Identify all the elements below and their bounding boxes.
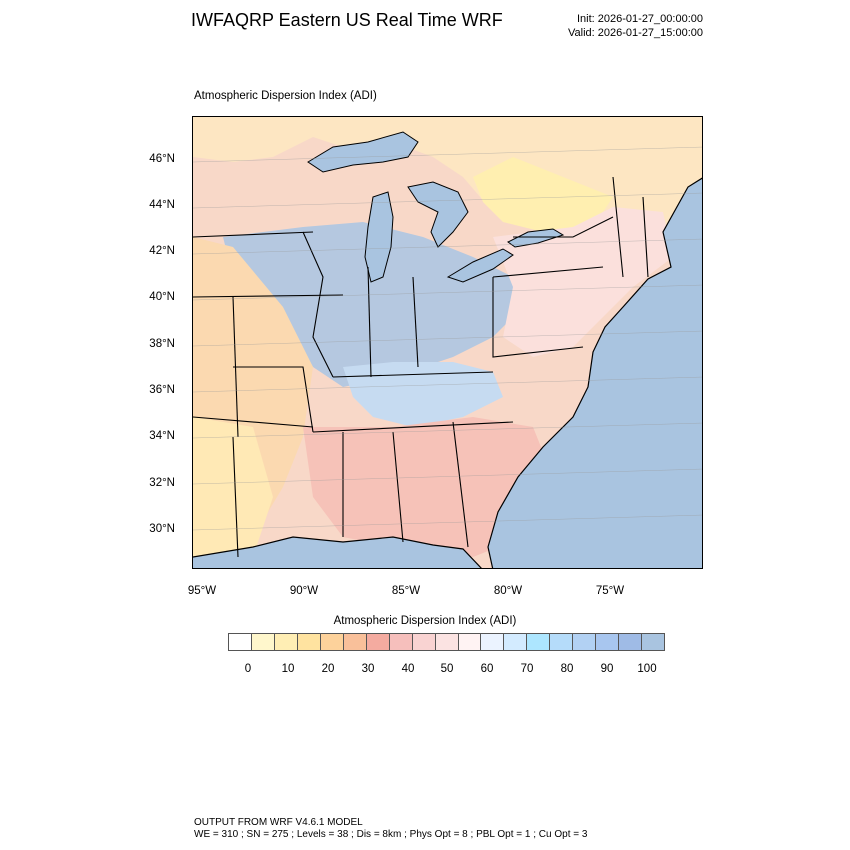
lat-label-32n: 32°N xyxy=(149,477,175,489)
lon-label-90w: 90°W xyxy=(289,585,319,597)
texas-region xyxy=(193,417,273,568)
init-time: Init: 2026-01-27_00:00:00 xyxy=(577,13,703,25)
colorbar-box-14 xyxy=(550,634,574,650)
colorbar-box-6 xyxy=(366,634,390,650)
colorbar-box-15 xyxy=(573,634,597,650)
kentucky-blue-band xyxy=(343,362,503,427)
lake-superior xyxy=(307,131,419,173)
lat-label-46n: 46°N xyxy=(149,153,175,165)
lat-label-36n: 36°N xyxy=(149,384,175,396)
plot-title: IWFAQRP Eastern US Real Time WRF xyxy=(191,10,503,30)
colorbar-title: Atmospheric Dispersion Index (ADI) xyxy=(333,615,517,627)
gulf-of-mexico xyxy=(193,537,482,568)
lat-label-34n: 34°N xyxy=(149,430,175,442)
lake-michigan xyxy=(364,191,394,283)
lat-label-30n: 30°N xyxy=(149,523,175,535)
southeast-region xyxy=(303,417,553,557)
lat-label-40n: 40°N xyxy=(149,291,175,303)
colorbar-box-16 xyxy=(596,634,620,650)
lat-label-42n: 42°N xyxy=(149,245,175,257)
colorbar-label-40: 40 xyxy=(401,663,415,675)
ontario-region xyxy=(473,157,613,232)
adi-map xyxy=(192,116,703,569)
latlon-grid xyxy=(193,146,702,531)
colorbar-box-7 xyxy=(389,634,413,650)
lat-label-44n: 44°N xyxy=(149,199,175,211)
colorbar-box-11 xyxy=(481,634,505,650)
colorbar-box-17 xyxy=(619,634,643,650)
map-subtitle: Atmospheric Dispersion Index (ADI) xyxy=(194,90,377,102)
colorbar-box-8 xyxy=(412,634,436,650)
colorbar-label-90: 90 xyxy=(600,663,614,675)
colorbar-box-13 xyxy=(527,634,551,650)
lon-label-85w: 85°W xyxy=(391,585,421,597)
colorbar-box-4 xyxy=(320,634,344,650)
lake-huron xyxy=(407,181,469,248)
colorbar-label-100: 100 xyxy=(637,663,657,675)
midwest-blue-band xyxy=(223,222,523,387)
colorbar-label-0: 0 xyxy=(244,663,252,675)
colorbar-box-3 xyxy=(297,634,321,650)
east-coastline xyxy=(487,177,702,568)
colorbar-box-2 xyxy=(274,634,298,650)
colorbar-box-9 xyxy=(435,634,459,650)
northeast-region xyxy=(493,207,673,357)
colorbar-box-5 xyxy=(343,634,367,650)
map-canvas xyxy=(193,117,702,568)
lake-erie xyxy=(446,248,514,283)
colorbar-box-10 xyxy=(458,634,482,650)
colorbar-label-30: 30 xyxy=(361,663,375,675)
lon-label-80w: 80°W xyxy=(493,585,523,597)
colorbar-label-20: 20 xyxy=(321,663,335,675)
colorbar-label-80: 80 xyxy=(560,663,574,675)
valid-time: Valid: 2026-01-27_15:00:00 xyxy=(568,27,703,39)
state-boundaries xyxy=(193,176,649,558)
colorbar-box-1 xyxy=(251,634,275,650)
colorbar-label-60: 60 xyxy=(480,663,494,675)
gulf-coastline xyxy=(193,536,482,568)
lake-ontario xyxy=(507,228,565,248)
colorbar xyxy=(228,633,665,651)
lat-label-38n: 38°N xyxy=(149,338,175,350)
colorbar-label-10: 10 xyxy=(281,663,295,675)
lon-label-95w: 95°W xyxy=(187,585,217,597)
colorbar-label-50: 50 xyxy=(440,663,454,675)
lon-label-75w: 75°W xyxy=(595,585,625,597)
colorbar-box-0 xyxy=(229,634,252,650)
colorbar-label-70: 70 xyxy=(520,663,534,675)
colorbar-box-12 xyxy=(504,634,528,650)
colorbar-box-18 xyxy=(642,634,665,650)
model-footer-line2: WE = 310 ; SN = 275 ; Levels = 38 ; Dis … xyxy=(194,829,588,840)
model-footer-line1: OUTPUT FROM WRF V4.6.1 MODEL xyxy=(194,817,363,828)
